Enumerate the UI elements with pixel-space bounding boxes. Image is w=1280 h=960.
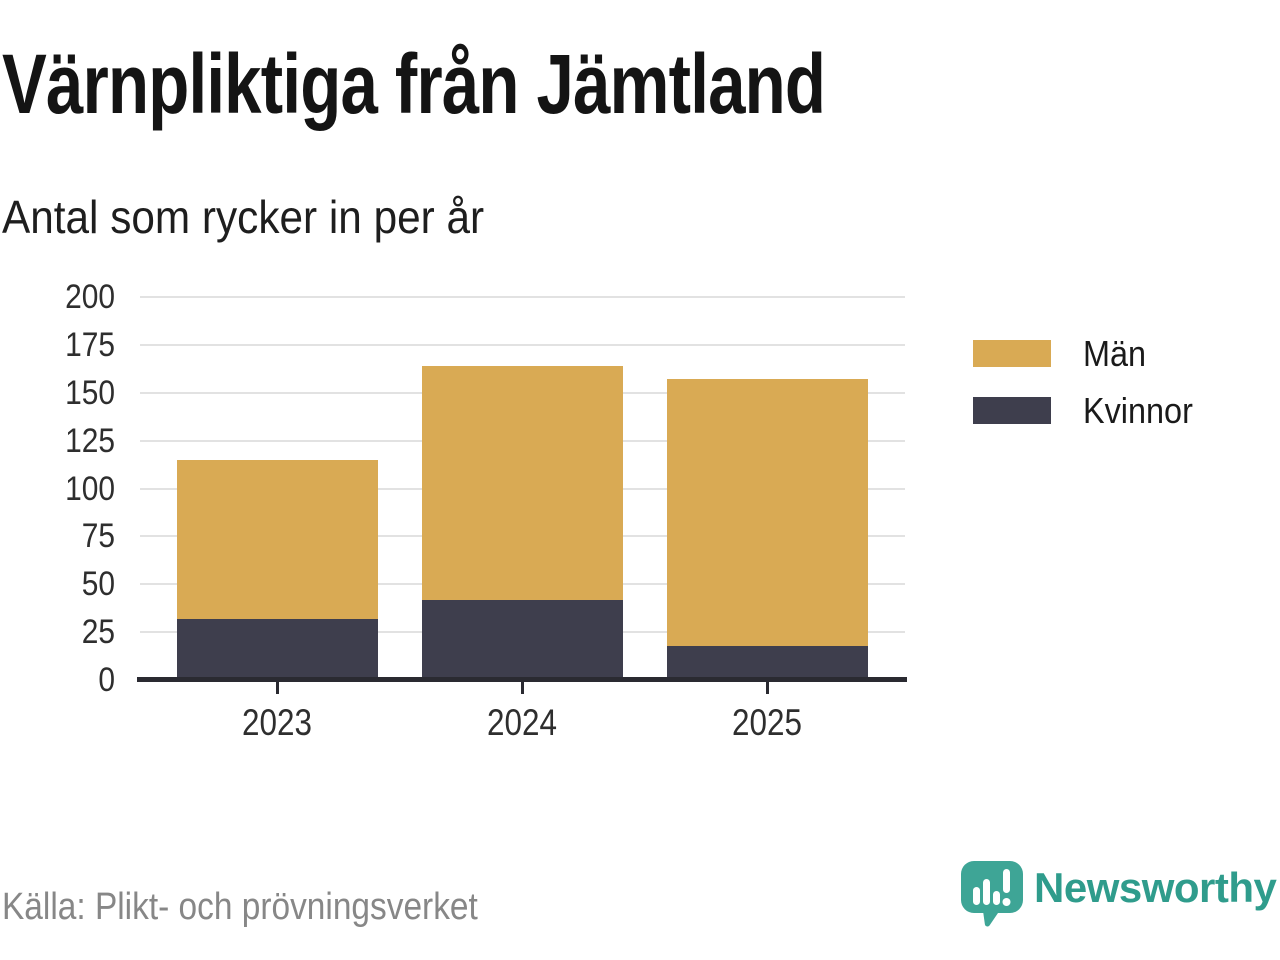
x-tick-label-2023: 2023 [242, 702, 312, 743]
legend-swatch-man [973, 340, 1051, 367]
x-axis-line [137, 677, 907, 682]
x-tick-mark-2023 [275, 682, 279, 694]
y-tick-label-50: 50 [81, 565, 115, 604]
x-tick-mark-2024 [520, 682, 524, 694]
x-tick-label-2025: 2025 [732, 702, 802, 743]
legend-item-man: Män [973, 333, 1205, 374]
bar-man-2023 [176, 459, 378, 619]
y-tick-label-150: 150 [65, 373, 115, 412]
x-tick-mark-2025 [765, 682, 769, 694]
brand-logo: Newsworthy [960, 860, 1277, 928]
y-tick-label-175: 175 [65, 325, 115, 364]
legend-item-kvinnor: Kvinnor [973, 390, 1205, 431]
legend-label-kvinnor: Kvinnor [1083, 389, 1193, 431]
speech-bubble-bar-chart-icon [961, 861, 1023, 927]
bar-kvinnor-2023 [176, 618, 378, 680]
gridline-200 [140, 296, 905, 298]
plot-area [140, 296, 905, 680]
y-tick-label-125: 125 [65, 421, 115, 460]
brand-name: Newsworthy [1034, 864, 1277, 911]
chart-subtitle: Antal som rycker in per år [2, 191, 485, 243]
gridline-175 [140, 343, 905, 346]
bar-kvinnor-2024 [421, 599, 623, 680]
bar-man-2024 [421, 365, 623, 600]
legend-swatch-kvinnor [973, 397, 1051, 424]
page-title: Värnpliktiga från Jämtland [2, 37, 826, 131]
bar-man-2025 [666, 379, 868, 646]
y-tick-label-25: 25 [81, 613, 115, 652]
y-tick-label-200: 200 [65, 278, 115, 316]
y-tick-label-0: 0 [98, 661, 115, 699]
source-text: Källa: Plikt- och prövningsverket [2, 886, 478, 928]
x-tick-label-2024: 2024 [487, 702, 557, 743]
legend-label-man: Män [1083, 332, 1147, 374]
y-tick-label-100: 100 [65, 469, 115, 508]
legend: Män Kvinnor [973, 333, 1205, 454]
bar-kvinnor-2025 [666, 645, 868, 680]
y-tick-label-75: 75 [81, 517, 115, 556]
